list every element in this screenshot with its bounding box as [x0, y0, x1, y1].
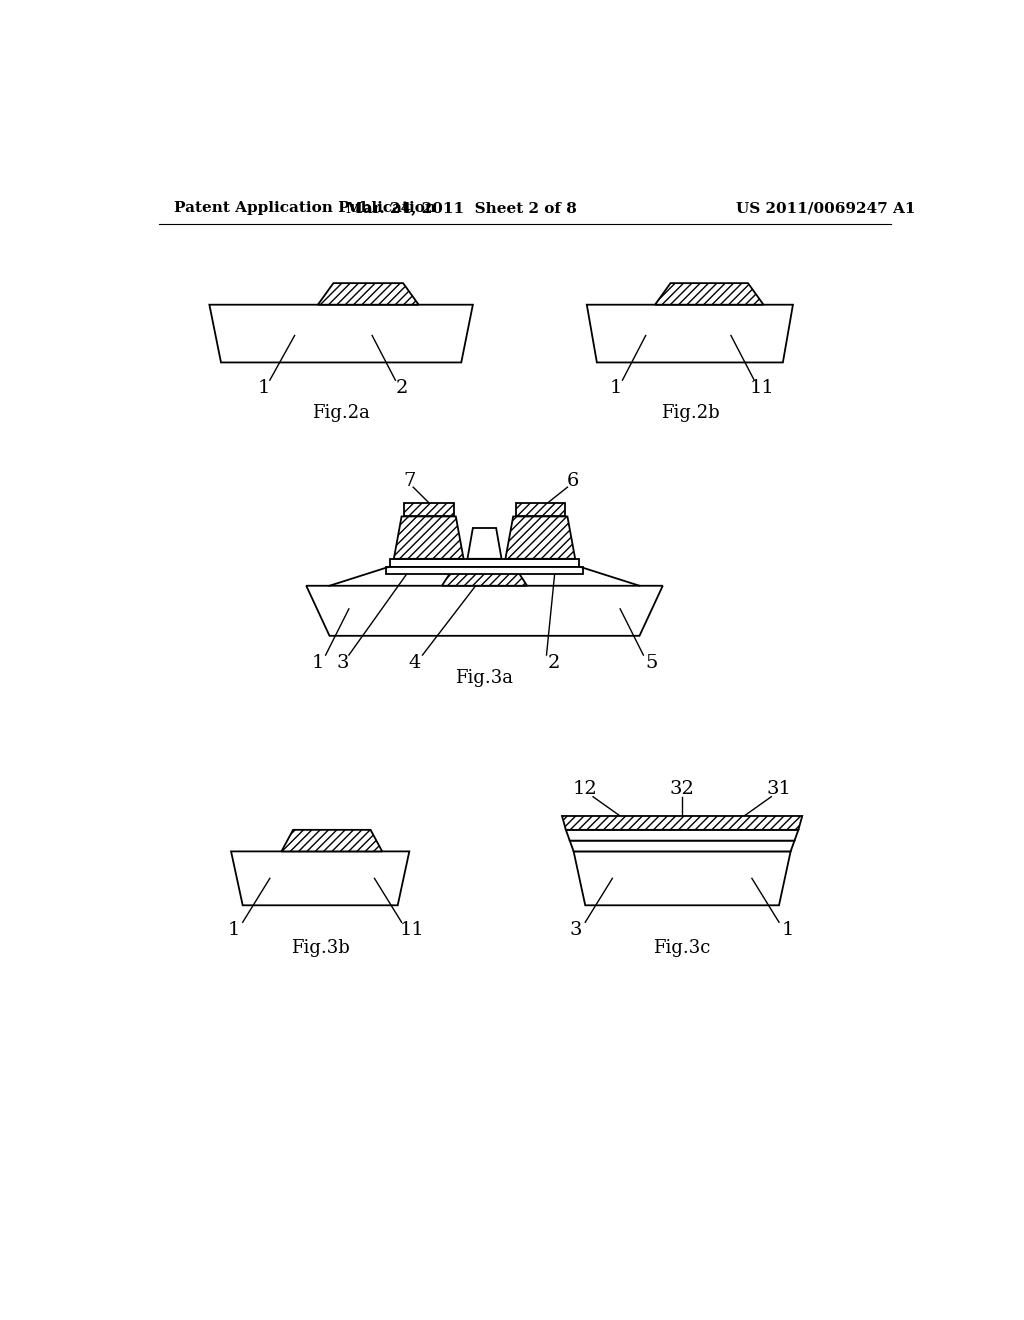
Text: 2: 2 [395, 379, 408, 397]
Text: 1: 1 [610, 379, 623, 397]
Bar [386, 566, 583, 574]
Text: 1: 1 [782, 921, 795, 939]
Text: Mar. 24, 2011  Sheet 2 of 8: Mar. 24, 2011 Sheet 2 of 8 [346, 202, 577, 215]
Polygon shape [282, 830, 382, 851]
Text: 1: 1 [311, 653, 324, 672]
Polygon shape [395, 561, 573, 570]
Text: 11: 11 [750, 379, 774, 397]
Text: Fig.2a: Fig.2a [312, 404, 370, 421]
Polygon shape [506, 516, 575, 558]
Polygon shape [442, 570, 527, 586]
Text: 32: 32 [670, 780, 694, 799]
Text: 31: 31 [767, 780, 792, 799]
Text: US 2011/0069247 A1: US 2011/0069247 A1 [736, 202, 915, 215]
Bar [390, 558, 579, 566]
Polygon shape [655, 284, 764, 305]
Polygon shape [515, 503, 565, 516]
Polygon shape [306, 586, 663, 636]
Text: Patent Application Publication: Patent Application Publication [174, 202, 436, 215]
Polygon shape [569, 841, 795, 851]
Text: 4: 4 [409, 653, 421, 672]
Polygon shape [231, 851, 410, 906]
Polygon shape [587, 305, 793, 363]
Polygon shape [562, 816, 802, 830]
Text: 1: 1 [227, 921, 240, 939]
Text: 11: 11 [399, 921, 424, 939]
Polygon shape [403, 503, 454, 516]
Text: 5: 5 [645, 653, 657, 672]
Text: 1: 1 [257, 379, 269, 397]
Text: 3: 3 [337, 653, 349, 672]
Text: 6: 6 [566, 473, 579, 490]
Text: Fig.2b: Fig.2b [660, 404, 719, 421]
Text: 12: 12 [572, 780, 598, 799]
Text: Fig.3b: Fig.3b [291, 939, 349, 957]
Text: 7: 7 [403, 473, 416, 490]
Text: 2: 2 [548, 653, 560, 672]
Polygon shape [317, 284, 419, 305]
Polygon shape [209, 305, 473, 363]
Polygon shape [467, 528, 502, 558]
Polygon shape [566, 830, 799, 841]
Text: Fig.3c: Fig.3c [653, 939, 711, 957]
Text: 3: 3 [569, 921, 583, 939]
Polygon shape [394, 516, 464, 558]
Polygon shape [573, 851, 791, 906]
Text: Fig.3a: Fig.3a [456, 669, 513, 688]
